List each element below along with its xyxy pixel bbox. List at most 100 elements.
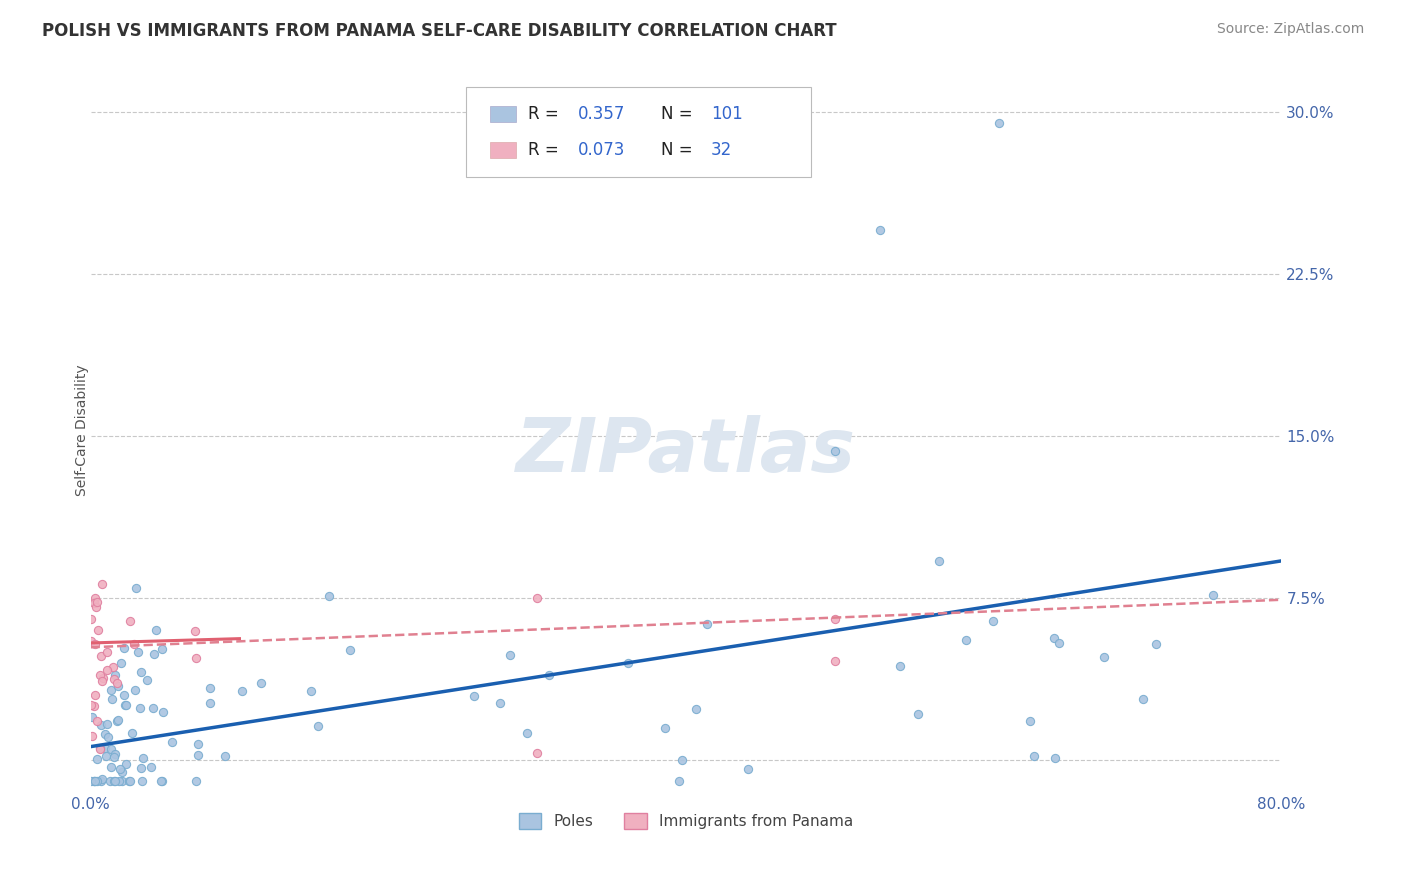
Point [526,591,548,605]
Text: N =: N = [661,105,697,123]
Point [86,714,108,728]
Point [122,637,145,651]
Point [87,623,110,637]
Point [86,774,108,789]
Point [136,673,159,688]
Point [91,671,114,685]
Point [111,774,134,789]
Point [696,616,718,631]
Point [1043,631,1066,645]
Point [96,716,118,731]
Point [83,774,105,789]
Point [187,748,209,763]
Point [516,725,538,739]
Point [685,702,707,716]
Point [671,753,693,767]
Point [131,665,153,679]
Text: 0.073: 0.073 [578,141,626,159]
Point [84,591,107,605]
Point [299,683,322,698]
Point [142,647,165,661]
Point [654,721,676,735]
Point [83,637,105,651]
Point [79,612,101,626]
Point [84,688,107,702]
Text: R =: R = [527,141,564,159]
Point [139,760,162,774]
Point [104,747,127,761]
Point [89,741,111,756]
Point [869,223,891,237]
FancyBboxPatch shape [465,87,811,177]
Point [94,748,117,763]
Point [198,696,221,710]
Point [110,656,132,670]
Point [184,624,207,639]
Point [186,650,208,665]
Point [91,577,114,591]
Point [107,713,129,727]
Point [160,735,183,749]
Point [103,673,125,687]
Point [96,663,118,677]
Point [214,749,236,764]
Point [1047,635,1070,649]
Point [107,714,129,728]
Text: Source: ZipAtlas.com: Source: ZipAtlas.com [1216,22,1364,37]
Point [250,675,273,690]
Point [103,749,125,764]
Text: POLISH VS IMMIGRANTS FROM PANAMA SELF-CARE DISABILITY CORRELATION CHART: POLISH VS IMMIGRANTS FROM PANAMA SELF-CA… [42,22,837,40]
Point [86,595,108,609]
Point [100,760,122,774]
Point [83,774,105,789]
FancyBboxPatch shape [489,106,516,122]
Point [124,683,146,698]
Point [889,659,911,673]
Point [100,682,122,697]
Point [339,642,361,657]
Point [129,701,152,715]
Point [93,726,115,740]
Point [121,726,143,740]
Point [824,655,846,669]
Point [307,719,329,733]
Point [124,581,146,595]
Legend: Poles, Immigrants from Panama: Poles, Immigrants from Panama [512,806,859,835]
Point [1132,691,1154,706]
Point [80,774,103,789]
Point [463,690,485,704]
Point [104,774,127,789]
Point [200,681,222,696]
Point [96,645,118,659]
Point [98,774,121,789]
Point [1022,749,1045,764]
Point [824,612,846,626]
Point [90,673,112,688]
Point [1144,637,1167,651]
Point [149,774,172,789]
Point [80,729,103,743]
Point [90,718,112,732]
Point [115,757,138,772]
Point [186,774,208,789]
Point [928,554,950,568]
Point [1094,650,1116,665]
Text: ZIPatlas: ZIPatlas [516,416,856,489]
Point [80,698,103,713]
Point [127,645,149,659]
Point [145,623,167,637]
FancyBboxPatch shape [489,142,516,158]
Point [118,614,141,628]
Point [499,648,522,662]
Point [112,688,135,702]
Point [90,648,112,663]
Point [489,696,512,710]
Point [955,633,977,648]
Point [114,698,136,712]
Text: 101: 101 [711,105,742,123]
Point [114,698,136,713]
Point [537,667,560,681]
Point [737,762,759,776]
Point [131,774,153,789]
Point [152,642,174,657]
